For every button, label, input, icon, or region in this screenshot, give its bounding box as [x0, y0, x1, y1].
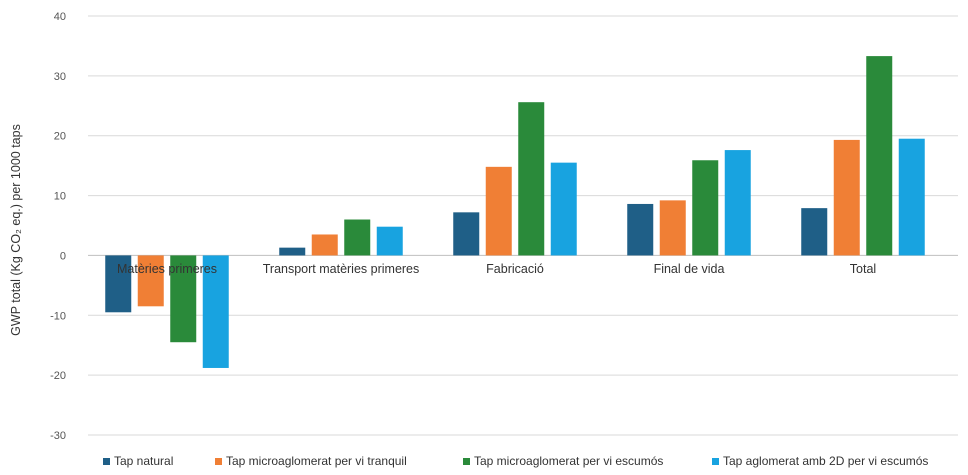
y-tick-label: -30	[50, 430, 66, 442]
bar-2-3	[550, 162, 577, 256]
legend-label: Tap microaglomerat per vi escumós	[474, 454, 663, 468]
category-label: Matèries primeres	[117, 262, 217, 276]
bar-1-2	[344, 219, 371, 256]
legend-swatch	[463, 458, 470, 465]
legend-swatch	[103, 458, 110, 465]
legend: Tap natural Tap microaglomerat per vi tra…	[103, 454, 928, 468]
bar-2-0	[453, 212, 480, 256]
bar-2-2	[518, 102, 545, 256]
legend-label: Tap natural	[114, 454, 173, 468]
bar-0-2	[170, 255, 197, 343]
y-axis-title: GWP total (Kg CO₂ eq.) per 1000 taps	[9, 124, 23, 336]
legend-label: Tap microaglomerat per vi tranquil	[226, 454, 407, 468]
legend-label: Tap aglomerat amb 2D per vi escumós	[723, 454, 928, 468]
bar-3-3	[724, 150, 751, 256]
category-labels: Matèries primeres Transport matèries prim…	[117, 262, 876, 276]
bar-4-1	[833, 139, 860, 256]
category-label: Final de vida	[654, 262, 725, 276]
y-tick-label: 0	[60, 250, 66, 262]
bar-0-0	[105, 255, 132, 313]
bar-4-3	[898, 138, 925, 256]
y-tick-label: -10	[50, 310, 66, 322]
bar-4-2	[866, 56, 893, 256]
bar-1-1	[311, 234, 338, 256]
y-tick-label: 30	[54, 71, 66, 83]
bars-layer	[105, 56, 925, 368]
category-label: Fabricació	[486, 262, 544, 276]
bar-3-0	[627, 203, 654, 256]
category-label: Transport matèries primeres	[263, 262, 420, 276]
category-label: Total	[850, 262, 876, 276]
bar-3-2	[692, 160, 719, 256]
y-tick-label: 40	[54, 11, 66, 23]
bar-1-0	[279, 247, 306, 256]
y-tick-label: -20	[50, 370, 66, 382]
bar-4-0	[801, 208, 828, 256]
bar-2-1	[485, 166, 512, 256]
bar-0-1	[137, 255, 164, 307]
bar-0-3	[202, 255, 229, 368]
legend-swatch	[215, 458, 222, 465]
legend-swatch	[712, 458, 719, 465]
y-tick-label: 10	[54, 191, 66, 203]
bar-1-3	[376, 226, 403, 256]
y-tick-labels: 40 30 20 10 0 -10 -20 -30	[50, 11, 66, 442]
bar-3-1	[659, 200, 686, 256]
y-tick-label: 20	[54, 131, 66, 143]
